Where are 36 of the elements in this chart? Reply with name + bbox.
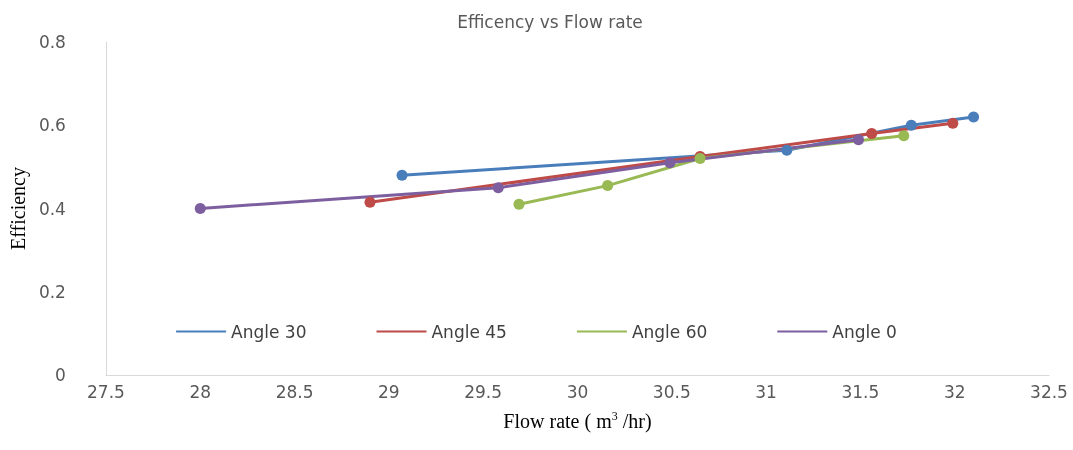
- point: [853, 134, 864, 146]
- y-tick-label: 0: [55, 365, 66, 385]
- point: [364, 196, 376, 208]
- point: [968, 111, 980, 123]
- point: [513, 198, 525, 210]
- point: [664, 157, 676, 169]
- point: [781, 144, 793, 156]
- x-tick-label: 28: [189, 381, 212, 402]
- point: [492, 182, 504, 194]
- point: [898, 130, 910, 142]
- point: [905, 119, 917, 131]
- legend-label: Angle 60: [631, 321, 708, 342]
- x-tick-label: 28.5: [275, 381, 314, 402]
- x-tick-label: 29.5: [464, 381, 503, 402]
- y-tick-label: 0.4: [38, 198, 66, 219]
- y-tick-label: 0.2: [38, 281, 66, 302]
- x-tick-label: 31: [755, 381, 777, 402]
- x-tick-label: 27.5: [87, 381, 125, 402]
- point: [396, 169, 408, 181]
- y-tick-label: 0.6: [38, 115, 66, 136]
- x-tick-label: 31.5: [841, 381, 880, 402]
- x-tick-label: 32.5: [1030, 381, 1068, 402]
- x-tick-label: 29: [378, 381, 400, 402]
- point: [866, 128, 878, 140]
- point: [947, 117, 959, 129]
- point: [194, 203, 206, 214]
- legend-label: Angle 45: [431, 321, 507, 342]
- point: [602, 180, 614, 192]
- y-axis-title: Efficiency: [7, 167, 30, 250]
- x-tick-label: 32: [943, 381, 966, 402]
- x-tick-label: 30: [566, 381, 589, 402]
- x-tick-label: 30.5: [652, 381, 691, 402]
- legend-label: Angle 30: [231, 321, 307, 342]
- legend-label: Angle 0: [832, 321, 897, 342]
- chart-title: Efficency vs Flow rate: [457, 11, 643, 32]
- y-tick-label: 0.8: [38, 32, 66, 52]
